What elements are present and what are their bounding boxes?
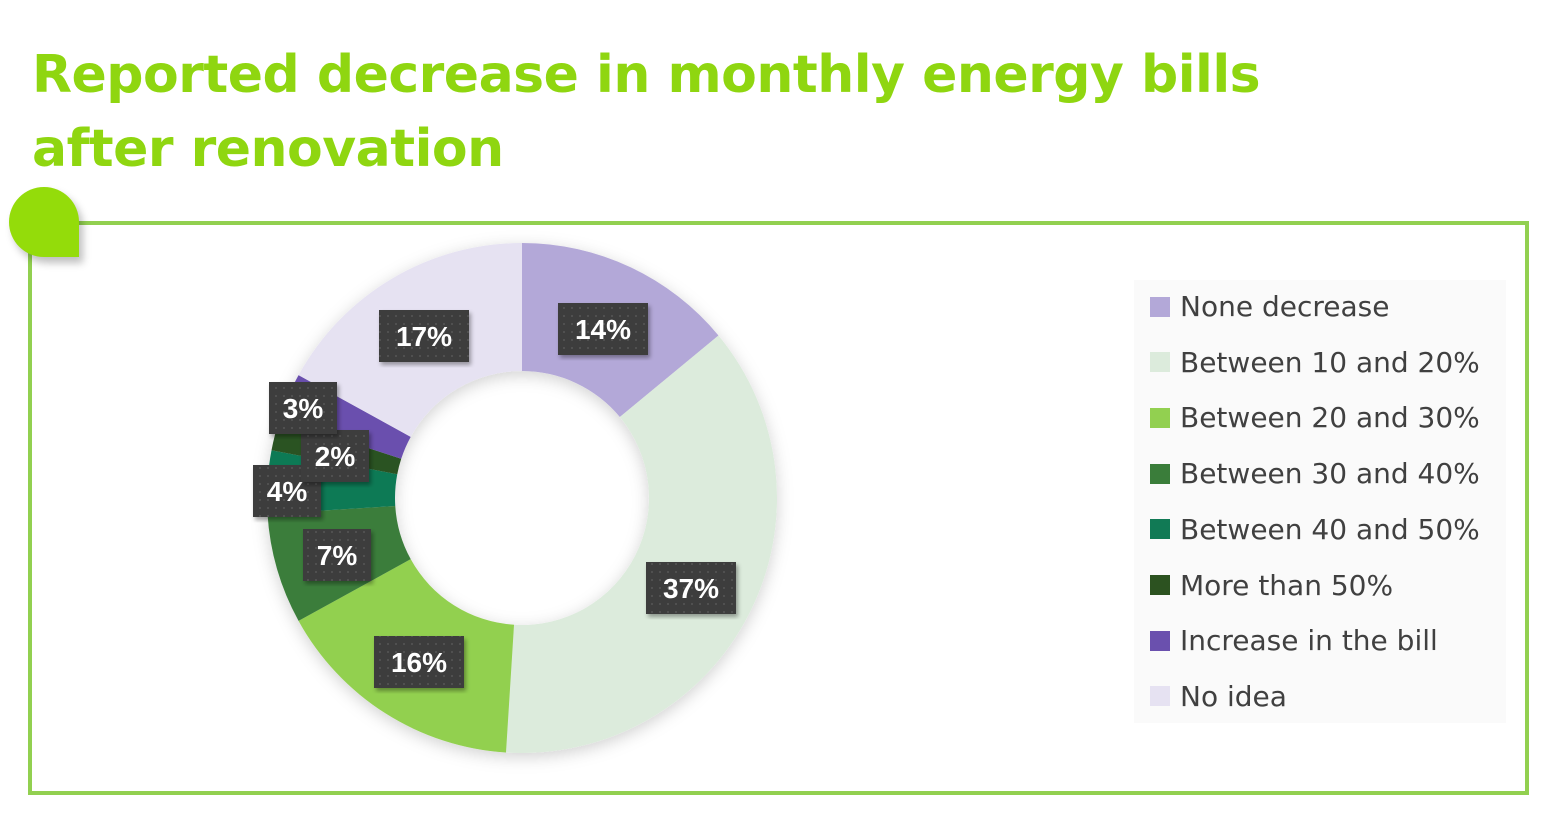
data-label-text: 37% (663, 573, 719, 604)
legend-swatch (1150, 630, 1170, 651)
slice-between-10-and-20- (505, 335, 778, 753)
data-label-text: 14% (575, 314, 631, 345)
chart-frame (28, 221, 1529, 795)
legend-label: Between 40 and 50% (1180, 512, 1480, 546)
legend-label: Between 20 and 30% (1180, 401, 1480, 435)
legend-label: Increase in the bill (1180, 624, 1438, 658)
legend-swatch (1150, 296, 1170, 317)
data-label-text: 16% (391, 647, 447, 678)
data-label-box (269, 382, 337, 434)
legend-item: Between 40 and 50% (1150, 513, 1480, 546)
data-label: 17% (379, 310, 469, 362)
data-label: 2% (301, 430, 369, 482)
legend-item: Between 30 and 40% (1150, 457, 1480, 490)
legend-item: None decrease (1150, 290, 1389, 323)
data-label: 16% (374, 636, 464, 688)
legend-swatch (1150, 519, 1170, 540)
legend-label: None decrease (1180, 290, 1390, 323)
data-label-box (558, 303, 648, 355)
legend-swatch (1150, 686, 1170, 707)
data-label-box (379, 310, 469, 362)
data-label: 3% (269, 382, 337, 434)
legend-label: No idea (1180, 679, 1287, 713)
legend: None decrease Between 10 and 20% Between 2… (1134, 280, 1506, 723)
data-label-text: 3% (283, 393, 324, 424)
data-label-text: 7% (317, 540, 358, 571)
legend-item: Increase in the bill (1150, 624, 1438, 657)
data-label: 14% (558, 303, 648, 355)
data-label-box (374, 636, 464, 688)
legend-swatch (1150, 575, 1170, 595)
data-label: 37% (646, 562, 736, 614)
legend-label: Between 30 and 40% (1180, 457, 1480, 491)
data-label: 7% (303, 529, 371, 581)
legend-item: More than 50% (1150, 569, 1393, 602)
chart-title: Reported decrease in monthly energy bill… (32, 45, 1261, 179)
legend-swatch (1150, 407, 1170, 428)
legend-item: Between 20 and 30% (1150, 401, 1480, 434)
legend-swatch (1150, 352, 1170, 373)
legend-item: Between 10 and 20% (1150, 346, 1480, 379)
legend-item: No idea (1150, 680, 1287, 713)
legend-swatch (1150, 463, 1170, 484)
data-label-box (303, 529, 371, 581)
data-label-box (646, 562, 736, 614)
data-label-box (301, 430, 369, 482)
data-label-text: 4% (267, 476, 308, 507)
decorative-leaf-icon (9, 187, 79, 257)
legend-label: Between 10 and 20% (1180, 345, 1480, 379)
data-label-text: 17% (396, 321, 452, 352)
data-label-text: 2% (315, 441, 356, 472)
legend-label: More than 50% (1180, 568, 1394, 602)
